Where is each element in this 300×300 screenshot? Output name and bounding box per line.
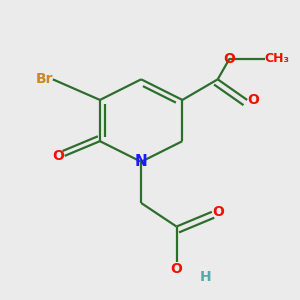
Text: O: O — [247, 93, 259, 107]
Text: CH₃: CH₃ — [265, 52, 290, 65]
Text: H: H — [200, 270, 212, 283]
Text: Br: Br — [35, 72, 53, 86]
Text: N: N — [135, 154, 148, 169]
Text: O: O — [224, 52, 236, 66]
Text: O: O — [212, 205, 224, 219]
Text: O: O — [53, 149, 64, 163]
Text: O: O — [171, 262, 182, 276]
